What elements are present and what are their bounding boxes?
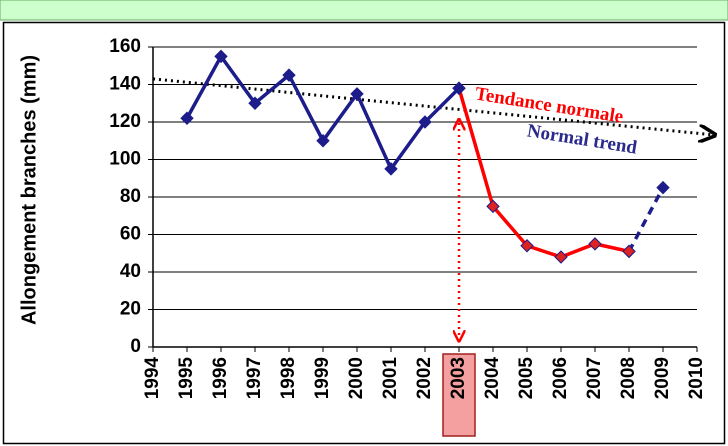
x-tick-label: 1994 xyxy=(142,357,163,400)
x-tick-label: 1999 xyxy=(312,357,333,399)
highlight-box xyxy=(442,353,476,437)
data-point xyxy=(588,237,602,251)
data-point xyxy=(214,49,228,64)
x-tick-label: 2009 xyxy=(652,357,673,399)
data-point xyxy=(180,111,194,125)
x-tick-label: 2004 xyxy=(482,357,503,400)
x-tick-label: 1998 xyxy=(278,357,299,399)
data-point xyxy=(452,81,466,95)
y-tick-label: 160 xyxy=(109,36,141,57)
data-point xyxy=(316,134,330,148)
data-point xyxy=(350,87,364,101)
data-point xyxy=(656,180,670,195)
y-tick-label: 80 xyxy=(120,186,141,207)
x-tick-label: 1995 xyxy=(176,357,197,400)
data-point xyxy=(622,244,636,259)
x-tick-label: 2007 xyxy=(584,357,605,399)
x-tick-label: 2008 xyxy=(618,357,639,399)
x-tick-label: 2005 xyxy=(516,357,537,400)
x-tick-label: 1997 xyxy=(244,357,265,399)
y-tick-label: 140 xyxy=(109,74,141,95)
y-tick-label: 0 xyxy=(130,336,141,357)
series-line xyxy=(457,87,630,259)
x-tick-label: 1996 xyxy=(210,357,231,399)
y-axis-label: Allongement branches (mm) xyxy=(18,55,40,325)
y-tick-label: 40 xyxy=(120,261,141,282)
data-point xyxy=(486,199,500,214)
data-point xyxy=(248,96,262,110)
series-line xyxy=(627,186,665,253)
y-tick-label: 60 xyxy=(120,224,141,245)
x-tick-label: 2002 xyxy=(414,357,435,399)
x-tick-label: 2003 xyxy=(448,357,469,399)
y-tick-label: 120 xyxy=(109,111,141,132)
banner xyxy=(0,0,728,21)
chart-frame xyxy=(2,21,726,445)
x-tick-label: 2006 xyxy=(550,357,571,399)
data-point xyxy=(520,239,534,253)
data-point xyxy=(282,68,296,82)
data-point xyxy=(554,250,568,264)
y-tick-label: 100 xyxy=(109,149,141,170)
x-tick-label: 2000 xyxy=(346,357,367,399)
data-point xyxy=(384,162,398,176)
x-tick-label: 2001 xyxy=(380,357,401,400)
y-tick-label: 20 xyxy=(120,299,141,320)
x-tick-label: 2010 xyxy=(686,357,707,399)
data-point xyxy=(418,115,432,129)
trend-line xyxy=(152,77,715,135)
